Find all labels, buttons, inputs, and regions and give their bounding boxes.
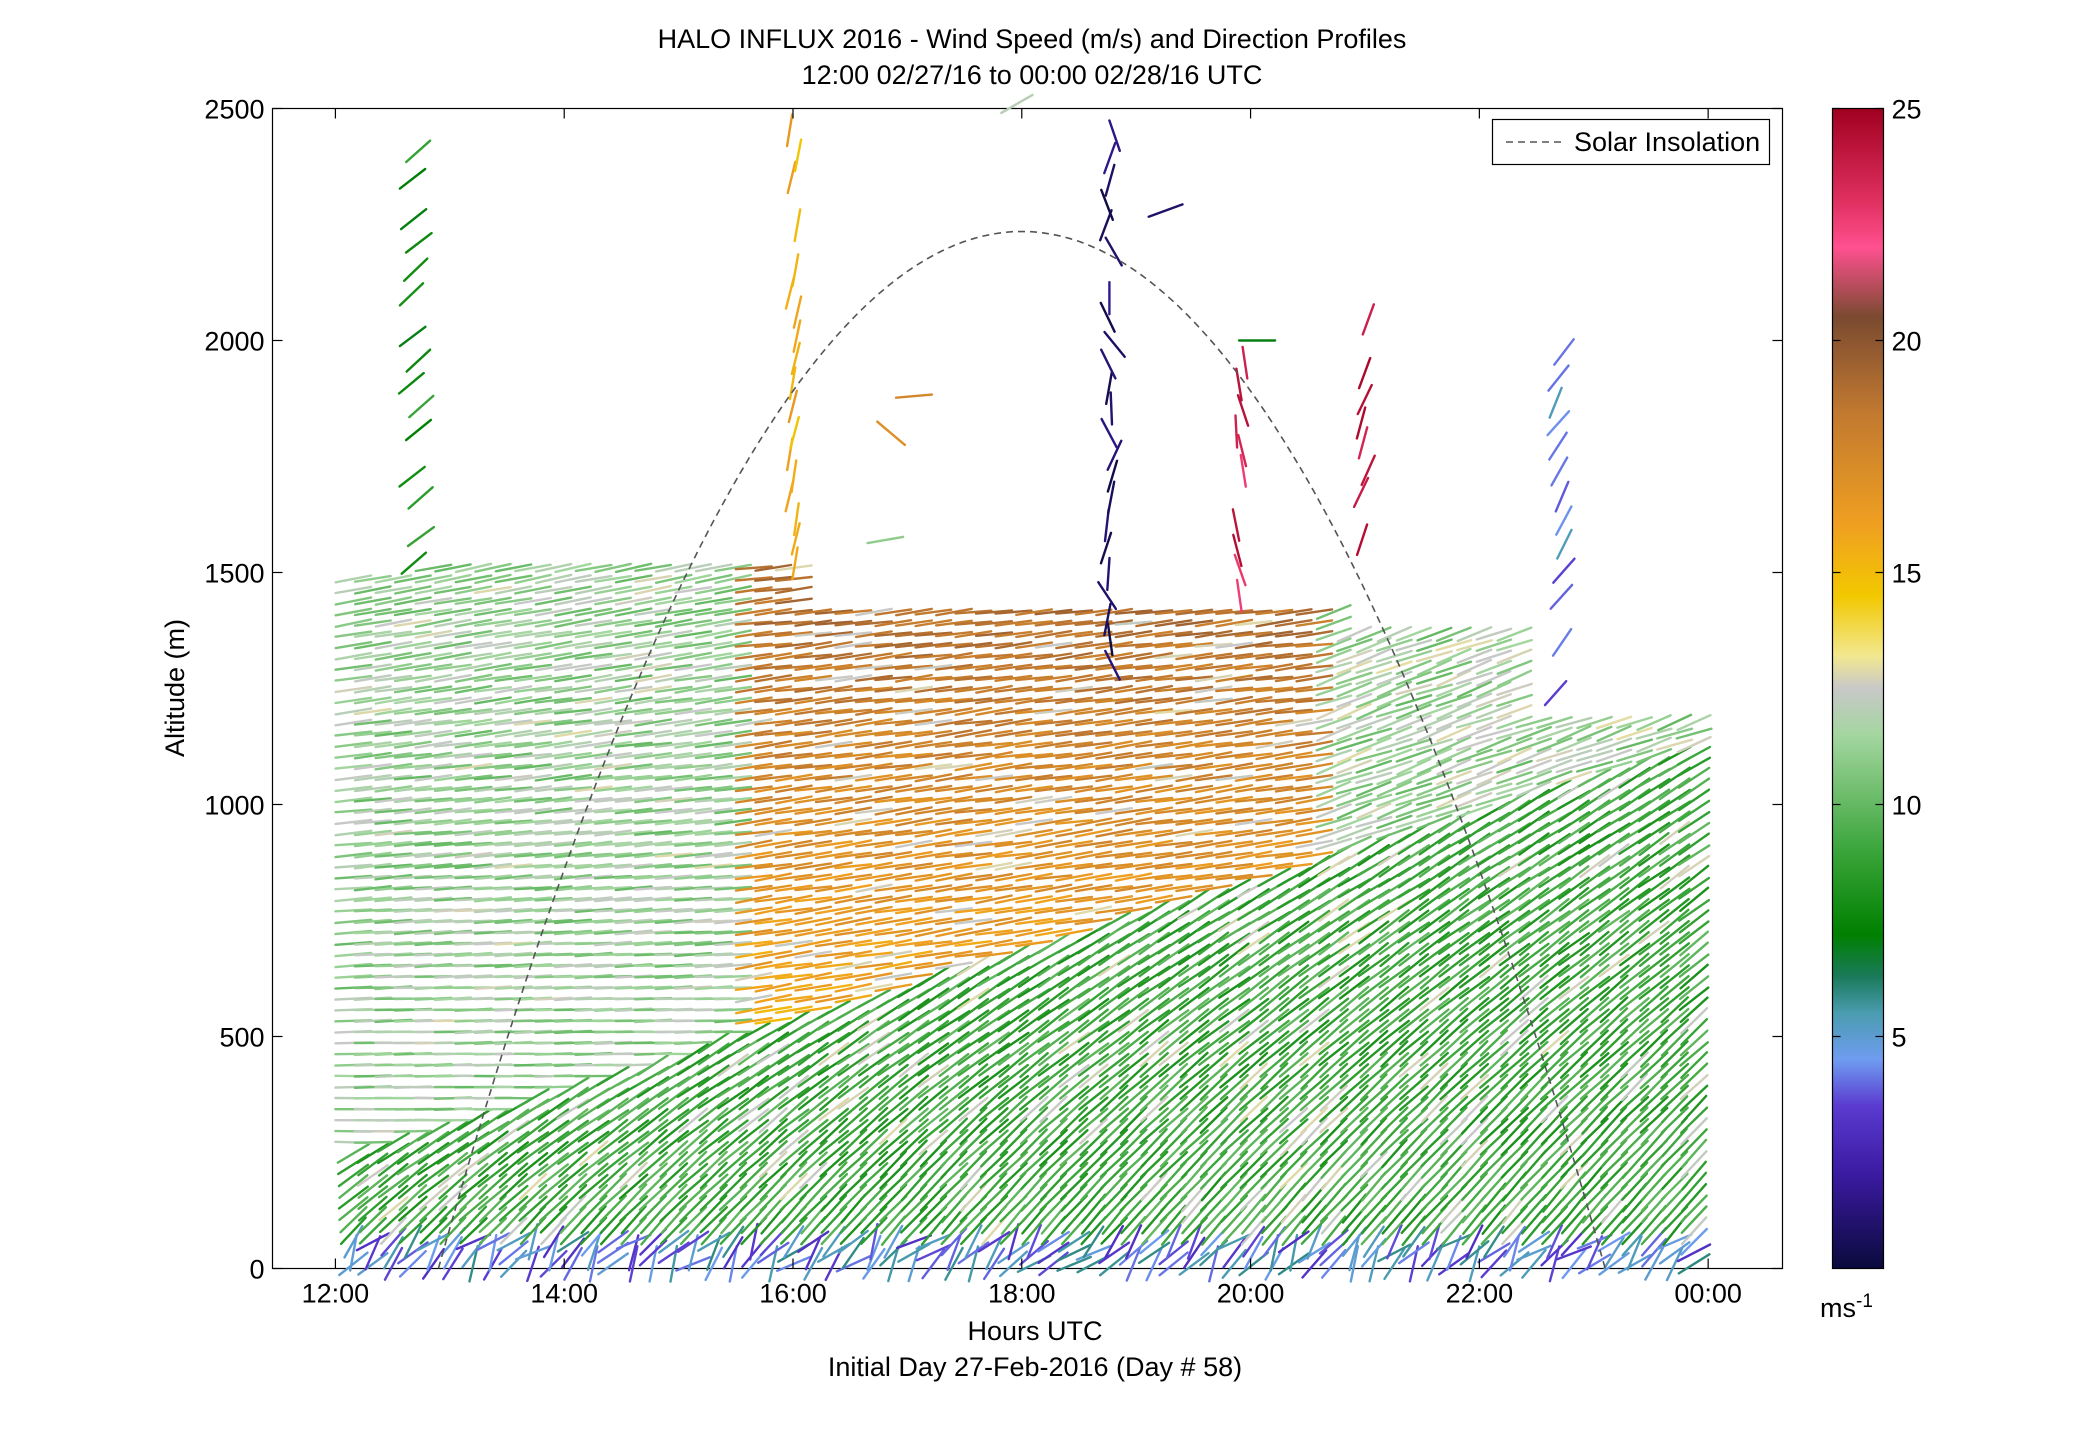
wind-arrow (536, 1087, 572, 1088)
x-axis-label: Hours UTC (967, 1316, 1102, 1346)
wind-arrow (616, 1065, 652, 1066)
x-tick-label: 16:00 (759, 1279, 827, 1309)
colorbar (1833, 109, 1884, 1269)
x-tick-label: 22:00 (1446, 1279, 1514, 1309)
colorbar-tick-label: 15 (1892, 559, 1922, 589)
legend: Solar Insolation (1493, 120, 1770, 165)
y-tick-label: 2000 (204, 327, 264, 357)
x-tick-label: 18:00 (988, 1279, 1056, 1309)
y-tick-label: 1000 (204, 791, 264, 821)
legend-label-solar-insolation: Solar Insolation (1574, 127, 1760, 157)
y-axis-label: Altitude (m) (160, 619, 190, 757)
wind-arrow (1236, 416, 1238, 448)
x-axis-label-initial-day: Initial Day 27-Feb-2016 (Day # 58) (828, 1352, 1242, 1382)
chart-title: HALO INFLUX 2016 - Wind Speed (m/s) and … (658, 24, 1407, 54)
colorbar-unit-label: ms-1 (1820, 1291, 1873, 1323)
y-tick-label: 1500 (204, 559, 264, 589)
chart-subtitle: 12:00 02/27/16 to 00:00 02/28/16 UTC (802, 60, 1263, 90)
x-tick-label: 12:00 (302, 1279, 370, 1309)
colorbar-tick-label: 10 (1892, 791, 1922, 821)
colorbar-tick-label: 20 (1892, 327, 1922, 357)
wind-arrow (355, 1142, 391, 1143)
y-tick-label: 2500 (204, 95, 264, 125)
wind-arrow (395, 1131, 431, 1132)
x-tick-label: 20:00 (1217, 1279, 1285, 1309)
x-tick-label: 14:00 (530, 1279, 598, 1309)
x-tick-label: 00:00 (1674, 1279, 1742, 1309)
wind-arrow (1111, 392, 1112, 424)
y-tick-label: 500 (219, 1023, 264, 1053)
colorbar-tick-label: 5 (1892, 1023, 1907, 1053)
y-tick-label: 0 (249, 1255, 264, 1285)
colorbar-tick-label: 25 (1892, 95, 1922, 125)
